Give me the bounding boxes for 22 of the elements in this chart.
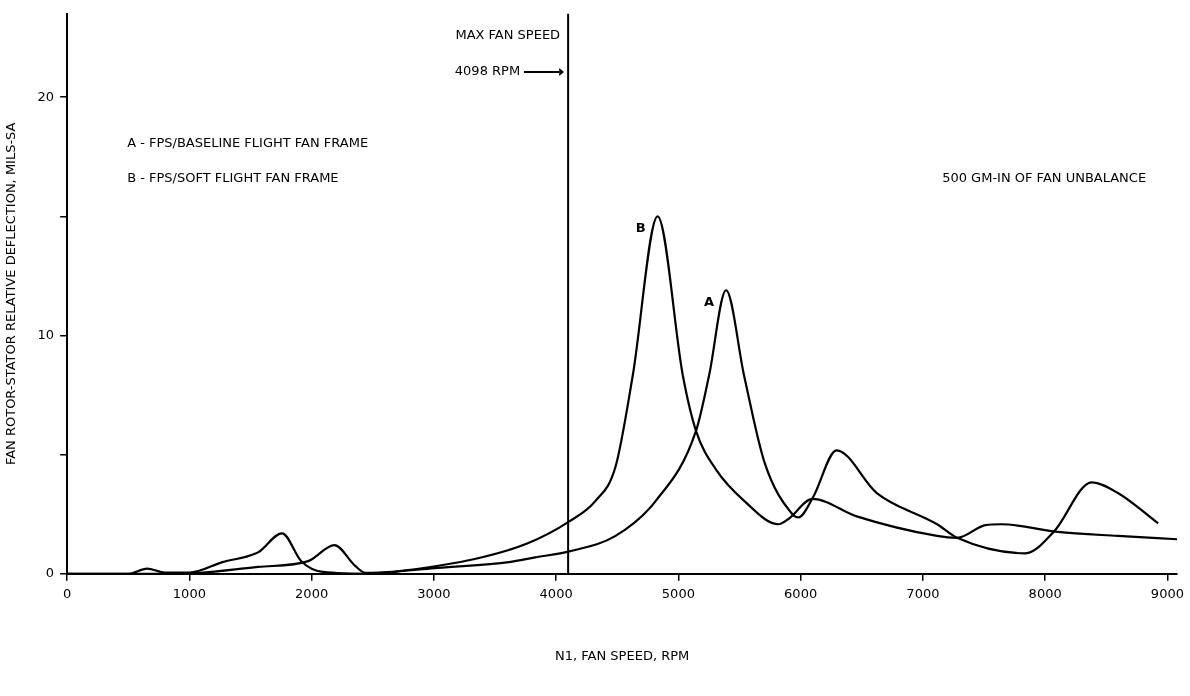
x-tick-label: 9000	[1150, 585, 1184, 601]
annotation: A - FPS/BASELINE FLIGHT FAN FRAME	[127, 135, 369, 151]
series-label: A	[704, 293, 715, 309]
x-tick-label: 1000	[172, 585, 206, 601]
annotation: 4098 RPM	[454, 63, 521, 79]
x-tick-label: 8000	[1028, 585, 1062, 601]
y-axis-title: FAN ROTOR-STATOR RELATIVE DEFLECTION, MILS-SA	[3, 122, 19, 466]
series-label: B	[635, 219, 646, 235]
x-tick-label: 4000	[539, 585, 573, 601]
y-tick-label: 20	[37, 88, 55, 104]
x-tick-label: 3000	[417, 585, 451, 601]
y-tick-label: 10	[37, 326, 55, 342]
annotation: 500 GM-IN OF FAN UNBALANCE	[942, 170, 1147, 186]
x-tick-label: 7000	[906, 585, 940, 601]
x-tick-label: 6000	[784, 585, 818, 601]
x-axis-title: N1, FAN SPEED, RPM	[555, 647, 690, 663]
y-tick-label: 0	[45, 565, 55, 581]
ref-line-label: MAX FAN SPEED	[455, 27, 561, 43]
x-tick-label: 0	[63, 585, 72, 601]
annotation: B - FPS/SOFT FLIGHT FAN FRAME	[127, 170, 339, 186]
x-tick-label: 5000	[661, 585, 695, 601]
x-tick-label: 2000	[295, 585, 329, 601]
